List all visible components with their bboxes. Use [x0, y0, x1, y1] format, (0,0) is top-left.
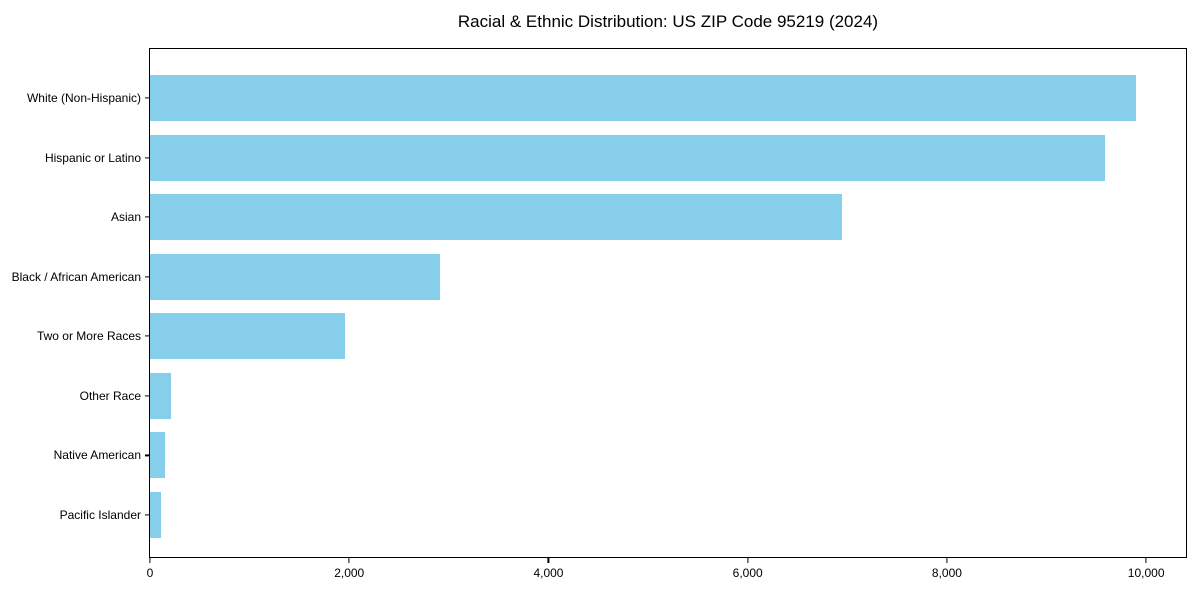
y-axis-label: White (Non-Hispanic): [26, 91, 141, 105]
y-axis-tick: [145, 156, 149, 159]
x-axis-label: 6,000: [732, 566, 763, 580]
y-axis-label: Pacific Islander: [59, 508, 141, 522]
bar: [150, 253, 440, 300]
y-axis-tick: [145, 276, 149, 278]
y-axis-label: Asian: [110, 210, 141, 225]
bar: [150, 492, 161, 538]
y-axis-label: Black / African American: [11, 269, 141, 284]
x-axis-tick: [348, 558, 350, 563]
x-axis-label: 0: [146, 566, 154, 580]
bar: [150, 432, 165, 479]
x-axis-tick: [547, 558, 550, 563]
y-axis-tick: [145, 514, 149, 516]
x-axis-label: 2,000: [334, 566, 365, 580]
y-axis-tick: [145, 97, 149, 99]
x-axis-label: 10,000: [1127, 566, 1165, 580]
y-axis-label: Other Race: [79, 388, 141, 403]
x-axis-label: 8,000: [931, 566, 962, 580]
bar: [150, 134, 1106, 181]
y-axis-label: Hispanic or Latino: [44, 150, 141, 165]
x-axis-label: 4,000: [533, 566, 564, 580]
bar: [150, 194, 843, 241]
x-axis-tick: [1145, 558, 1147, 563]
chart-title: Racial & Ethnic Distribution: US ZIP Cod…: [457, 12, 879, 31]
plot-area: White (Non-Hispanic) Hispanic or Latino As…: [12, 48, 1187, 580]
bar: [150, 372, 171, 419]
bar: [150, 75, 1137, 121]
x-axis-tick: [747, 558, 749, 563]
y-axis-tick: [145, 335, 149, 337]
y-axis-tick: [145, 216, 149, 218]
x-axis-tick: [946, 558, 948, 563]
y-axis-label: Two or More Races: [36, 329, 141, 344]
bar: [150, 313, 346, 360]
y-axis-tick: [145, 454, 149, 457]
x-axis-tick: [149, 558, 151, 563]
y-axis-label: Native American: [53, 448, 141, 463]
y-axis-tick: [145, 395, 149, 397]
